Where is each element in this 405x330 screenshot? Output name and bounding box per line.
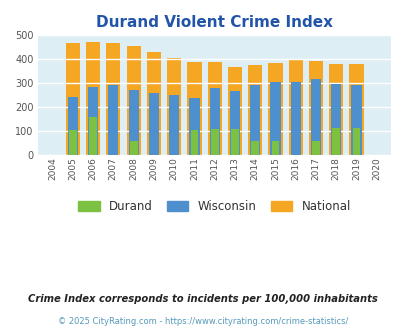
- Bar: [352, 128, 360, 155]
- Bar: [168, 95, 179, 155]
- Bar: [308, 61, 322, 155]
- Bar: [210, 129, 218, 155]
- Bar: [290, 82, 300, 155]
- Bar: [251, 141, 258, 155]
- Bar: [190, 130, 198, 155]
- Bar: [68, 97, 78, 155]
- Bar: [227, 67, 241, 155]
- Bar: [351, 85, 361, 155]
- Bar: [187, 62, 201, 155]
- Bar: [288, 60, 302, 155]
- Bar: [86, 42, 100, 155]
- Bar: [126, 46, 141, 155]
- Bar: [66, 43, 80, 155]
- Legend: Durand, Wisconsin, National: Durand, Wisconsin, National: [78, 200, 350, 213]
- Title: Durand Violent Crime Index: Durand Violent Crime Index: [96, 15, 333, 30]
- Bar: [207, 62, 221, 155]
- Bar: [247, 65, 262, 155]
- Bar: [147, 52, 160, 155]
- Bar: [349, 64, 363, 155]
- Bar: [69, 130, 77, 155]
- Bar: [106, 43, 120, 155]
- Bar: [166, 58, 181, 155]
- Bar: [129, 142, 137, 155]
- Bar: [230, 129, 238, 155]
- Bar: [328, 64, 343, 155]
- Bar: [189, 98, 199, 155]
- Bar: [128, 90, 139, 155]
- Bar: [311, 141, 319, 155]
- Bar: [310, 79, 320, 155]
- Bar: [89, 117, 97, 155]
- Bar: [249, 85, 260, 155]
- Bar: [330, 84, 341, 155]
- Bar: [268, 63, 282, 155]
- Text: © 2025 CityRating.com - https://www.cityrating.com/crime-statistics/: © 2025 CityRating.com - https://www.city…: [58, 317, 347, 326]
- Bar: [271, 141, 279, 155]
- Text: Crime Index corresponds to incidents per 100,000 inhabitants: Crime Index corresponds to incidents per…: [28, 294, 377, 304]
- Bar: [148, 93, 159, 155]
- Bar: [332, 128, 339, 155]
- Bar: [108, 85, 118, 155]
- Bar: [229, 90, 239, 155]
- Bar: [270, 82, 280, 155]
- Bar: [88, 87, 98, 155]
- Bar: [209, 88, 219, 155]
